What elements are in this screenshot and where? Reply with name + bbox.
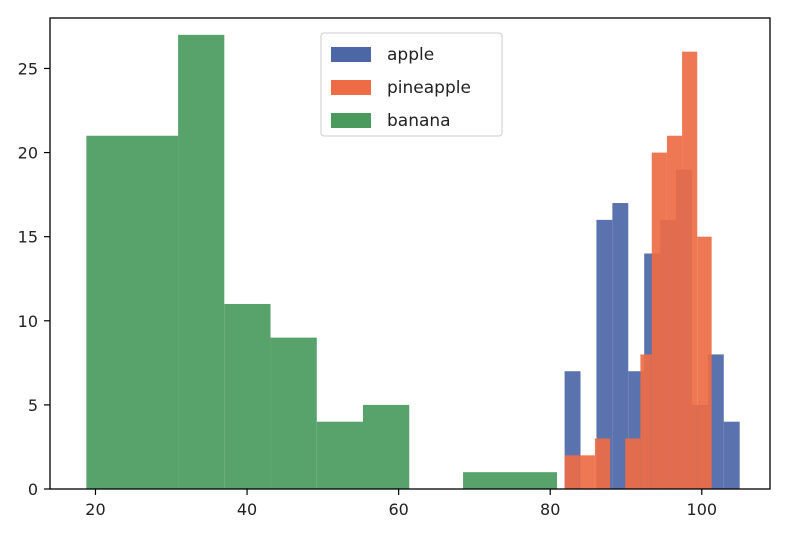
- bar-pineapple-9: [697, 236, 712, 489]
- axes-frame: [49, 17, 771, 490]
- y-axis: 0 5 10 15 20 25: [18, 59, 50, 499]
- x-tick-label-100: 100: [687, 500, 718, 519]
- y-tick-label-10: 10: [18, 312, 38, 331]
- bar-banana-5: [363, 404, 410, 489]
- bar-pineapple-0: [564, 455, 580, 489]
- x-axis: 20 40 60 80 100: [85, 489, 717, 519]
- x-tick-label-60: 60: [388, 500, 408, 519]
- bar-banana-2: [224, 303, 271, 489]
- x-tick-label-40: 40: [237, 500, 257, 519]
- bar-pineapple-4: [625, 438, 641, 489]
- bar-apple-10: [723, 421, 740, 489]
- bar-banana-4: [316, 421, 364, 489]
- bar-banana-1: [178, 34, 225, 489]
- bar-banana-3: [270, 337, 317, 489]
- bar-apple-3: [612, 203, 629, 490]
- bar-pineapple-6: [651, 152, 667, 490]
- bar-apple-9: [707, 354, 724, 489]
- y-tick-label-25: 25: [18, 59, 38, 78]
- bar-pineapple-5: [640, 354, 652, 489]
- y-tick-label-0: 0: [28, 480, 38, 499]
- legend-label-pineapple: pineapple: [387, 78, 471, 98]
- legend-swatch-apple: [331, 47, 371, 62]
- bars-layer: [86, 34, 740, 490]
- legend-label-apple: apple: [387, 45, 434, 65]
- bar-banana-0: [86, 135, 179, 489]
- bar-apple-2: [596, 219, 613, 489]
- legend-swatch-pineapple: [331, 80, 371, 95]
- y-tick-label-20: 20: [18, 144, 38, 163]
- legend: apple pineapple banana: [320, 32, 503, 137]
- bar-pineapple-7: [666, 135, 683, 489]
- bar-pineapple-1: [579, 455, 595, 489]
- series-banana: [86, 34, 558, 489]
- legend-swatch-banana: [331, 113, 371, 128]
- x-tick-label-80: 80: [540, 500, 560, 519]
- bar-banana-7: [463, 472, 558, 489]
- y-tick-label-5: 5: [28, 396, 38, 415]
- x-tick-label-20: 20: [85, 500, 105, 519]
- bar-pineapple-2: [594, 438, 611, 489]
- y-tick-label-15: 15: [18, 228, 38, 247]
- series-pineapple: [564, 51, 712, 490]
- legend-label-banana: banana: [387, 111, 451, 131]
- bar-pineapple-8: [682, 51, 698, 490]
